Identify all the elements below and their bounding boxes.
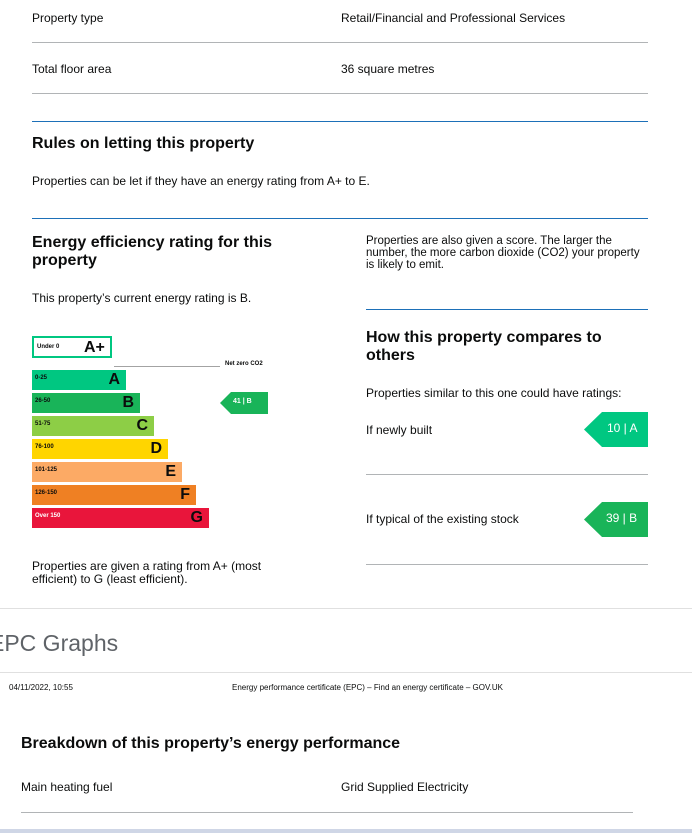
section-title: EPC Graphs (0, 630, 119, 656)
compare-heading: How this property compares to others (366, 329, 602, 364)
band-c: 51-75 C (32, 416, 154, 436)
band-range: 26-50 (35, 398, 51, 404)
current-rating-tag: 41 | B (233, 398, 252, 405)
band-a: 0-25 A (32, 370, 126, 390)
band-range: 101-125 (35, 467, 58, 473)
newly-built-tag: 10 | A (607, 421, 638, 435)
floor-area-value: 36 square metres (341, 62, 435, 76)
current-rating-text: This property’s current energy rating is… (32, 291, 252, 305)
band-letter: A (108, 371, 120, 388)
typical-stock-tag: 39 | B (606, 511, 638, 525)
band-letter: B (122, 394, 134, 411)
typical-stock-label: If typical of the existing stock (366, 512, 519, 526)
letting-text: Properties can be let if they have an en… (32, 174, 370, 188)
newly-built-label: If newly built (366, 423, 433, 437)
section-top-border (0, 608, 692, 609)
divider (366, 474, 648, 475)
band-range: 76-100 (35, 444, 54, 450)
band-letter: D (150, 440, 162, 457)
divider (32, 93, 648, 94)
section-divider (366, 309, 648, 310)
property-type-label: Property type (32, 11, 104, 25)
heating-fuel-value: Grid Supplied Electricity (341, 780, 469, 794)
band-letter: A+ (84, 339, 105, 356)
print-doc-title: Energy performance certificate (EPC) – F… (232, 683, 503, 692)
property-type-value: Retail/Financial and Professional Servic… (341, 11, 566, 25)
net-zero-label: Net zero CO2 (225, 361, 263, 367)
newly-built-arrow (584, 412, 648, 447)
section-divider (32, 218, 648, 219)
band-d: 76-100 D (32, 439, 168, 459)
typical-stock-arrow (584, 502, 648, 537)
band-b: 26-50 B (32, 393, 140, 413)
floor-area-label: Total floor area (32, 62, 112, 76)
band-e: 101-125 E (32, 462, 182, 482)
band-a-plus: Under 0 A+ (32, 336, 112, 358)
page-bottom-bar (0, 829, 692, 833)
print-timestamp: 04/11/2022, 10:55 (9, 683, 73, 692)
compare-intro: Properties similar to this one could hav… (366, 386, 622, 400)
heating-fuel-label: Main heating fuel (21, 780, 113, 794)
letting-heading: Rules on letting this property (32, 135, 255, 152)
band-g: Over 150 G (32, 508, 209, 528)
band-range: 0-25 (35, 375, 48, 381)
band-letter: E (165, 463, 176, 480)
band-range: 51-75 (35, 421, 51, 427)
band-letter: G (190, 509, 203, 526)
breakdown-heading: Breakdown of this property’s energy perf… (21, 735, 401, 752)
divider (21, 812, 633, 813)
band-range: Under 0 (37, 344, 60, 350)
band-letter: C (136, 417, 148, 434)
current-rating-arrow (220, 392, 268, 414)
rating-footer-text: Properties are given a rating from A+ (m… (32, 559, 262, 586)
section-bottom-border (0, 672, 692, 673)
band-range: Over 150 (35, 513, 61, 519)
score-info-text: Properties are also given a score. The l… (366, 235, 640, 271)
band-f: 126-150 F (32, 485, 196, 505)
band-range: 126-150 (35, 490, 58, 496)
divider (32, 42, 648, 43)
divider (366, 564, 648, 565)
band-letter: F (180, 486, 190, 503)
net-zero-line (114, 366, 220, 367)
efficiency-heading: Energy efficiency rating for this proper… (32, 234, 273, 269)
section-divider (32, 121, 648, 122)
